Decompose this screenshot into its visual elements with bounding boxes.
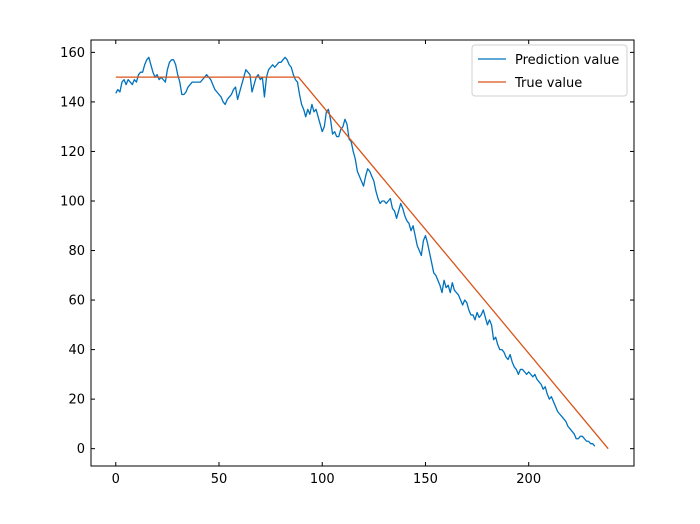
x-tick-label: 0: [112, 472, 120, 487]
series-line-true-value: [115, 76, 609, 450]
y-tick-label: 160: [60, 46, 85, 61]
y-tick-label: 0: [77, 442, 85, 457]
ticks-layer: 0 50 100 150 200 0 20 40 60 80 100 120 140 160: [60, 40, 634, 487]
legend-label-prediction: Prediction value: [515, 53, 619, 68]
series-line-prediction-value: [115, 56, 596, 447]
x-tick-label: 50: [211, 472, 228, 487]
x-tick-label: 100: [310, 472, 335, 487]
y-tick-label: 60: [68, 294, 85, 309]
y-tick-label: 140: [60, 95, 85, 110]
legend: Prediction value True value: [471, 44, 628, 97]
y-tick-label: 100: [60, 194, 85, 209]
x-tick-label: 200: [516, 472, 541, 487]
y-tick-label: 40: [68, 343, 85, 358]
x-tick-label: 150: [413, 472, 438, 487]
legend-label-true: True value: [514, 76, 582, 91]
legend-box: [471, 44, 628, 97]
y-tick-label: 80: [68, 244, 85, 259]
axes-frame: [90, 39, 635, 467]
y-tick-label: 20: [68, 393, 85, 408]
series-layer: [115, 56, 609, 450]
y-tick-label: 120: [60, 145, 85, 160]
